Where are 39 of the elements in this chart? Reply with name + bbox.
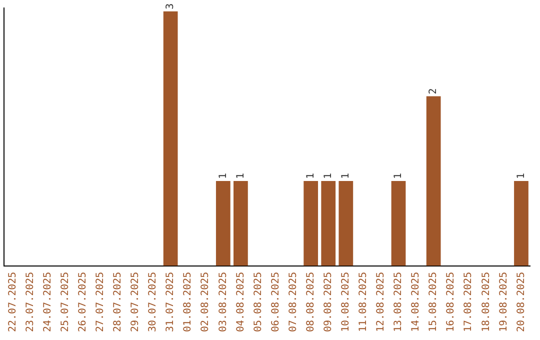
x-tick-label: 12.08.2025	[376, 272, 387, 332]
data-label: 1	[322, 172, 334, 179]
x-tick-label: 01.08.2025	[182, 272, 194, 332]
x-tick-label: 04.08.2025	[235, 272, 246, 332]
x-tick-label: 18.08.2025	[480, 272, 492, 332]
x-tick-label: 31.07.2025	[165, 272, 176, 332]
x-tick-label: 24.07.2025	[42, 272, 54, 332]
data-label: 1	[340, 172, 352, 179]
data-label: 1	[516, 172, 527, 179]
x-tick-label: 30.07.2025	[148, 272, 159, 332]
x-tick-label: 25.07.2025	[60, 272, 71, 332]
data-label: 2	[428, 88, 440, 94]
x-tick-label: 16.08.2025	[446, 272, 457, 332]
x-tick-label: 14.08.2025	[410, 272, 422, 332]
x-tick-label: 23.07.2025	[24, 272, 36, 332]
x-tick-label: 13.08.2025	[393, 272, 404, 332]
data-label: 3	[165, 3, 176, 10]
x-tick-label: 11.08.2025	[358, 272, 370, 332]
x-tick-label: 20.08.2025	[516, 272, 527, 332]
x-tick-label: 22.07.2025	[7, 272, 18, 332]
x-tick-label: 05.08.2025	[252, 272, 264, 332]
x-tick-label: 10.08.2025	[340, 272, 352, 332]
x-tick-label: 02.08.2025	[200, 272, 212, 332]
x-tick-label: 09.08.2025	[322, 272, 334, 332]
x-tick-label: 06.08.2025	[270, 272, 282, 332]
x-tick-label: 26.07.2025	[77, 272, 88, 332]
x-tick-label: 28.07.2025	[112, 272, 124, 332]
x-tick-label: 19.08.2025	[498, 272, 510, 332]
x-tick-label: 07.08.2025	[288, 272, 299, 332]
data-label: 1	[305, 172, 316, 179]
x-tick-label: 17.08.2025	[463, 272, 474, 332]
data-label: 1	[218, 172, 229, 179]
data-label: 1	[235, 172, 246, 179]
x-tick-label: 15.08.2025	[428, 272, 440, 332]
data-label: 1	[393, 172, 404, 179]
x-tick-label: 27.07.2025	[95, 272, 106, 332]
x-tick-label: 03.08.2025	[218, 272, 229, 332]
x-tick-label: 29.07.2025	[130, 272, 142, 332]
x-tick-label: 08.08.2025	[305, 272, 316, 332]
